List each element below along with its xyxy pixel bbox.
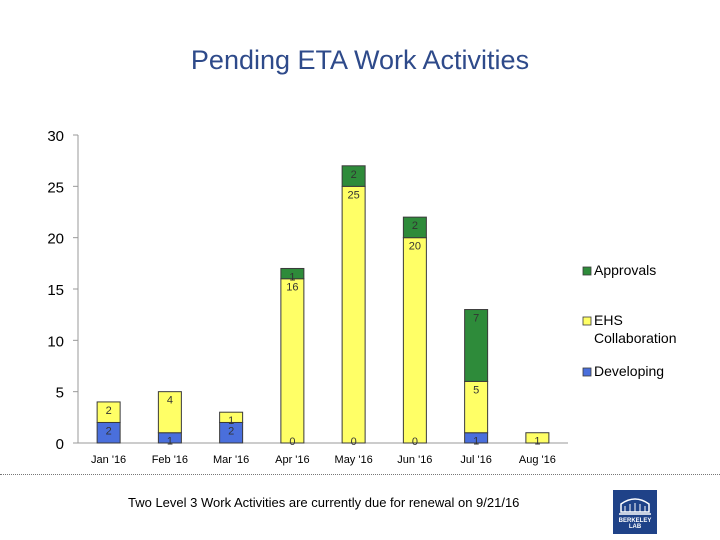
bar-value-label: 2 (106, 425, 112, 437)
y-tick-label: 5 (56, 385, 64, 402)
bar-value-label: 25 (348, 189, 360, 201)
bar-segment (96, 401, 121, 423)
bar-value-label: 0 (289, 436, 295, 448)
chart-legend: Approvals EHS Collaboration Developing (582, 262, 677, 379)
bar-value-label: 0 (351, 436, 357, 448)
bar-value-label: 1 (167, 436, 173, 448)
building-icon (619, 498, 651, 515)
bar-value-label: 1 (289, 271, 295, 283)
bar-value-label: 1 (534, 436, 540, 448)
x-tick-label: Jan '16 (91, 454, 126, 466)
bar-segment (157, 391, 182, 434)
bar-segment (341, 165, 366, 187)
x-tick-label: Feb '16 (152, 454, 188, 466)
bar-value-label: 2 (351, 169, 357, 181)
x-tick-label: Apr '16 (275, 454, 310, 466)
bar-value-label: 1 (228, 415, 234, 427)
logo-text: BERKELEY LAB (618, 518, 652, 530)
x-tick-label: Jun '16 (397, 454, 432, 466)
bar-value-label: 16 (286, 282, 298, 294)
bar-value-label: 1 (473, 436, 479, 448)
x-tick-label: Jul '16 (460, 454, 491, 466)
bar-value-label: 5 (473, 384, 479, 396)
bar-value-label: 7 (473, 313, 479, 325)
footer-divider (0, 474, 720, 475)
bar-value-label: 2 (228, 425, 234, 437)
bar-segment (402, 216, 427, 239)
bar-segment (341, 185, 366, 444)
legend-label: Developing (594, 363, 664, 379)
legend-swatch (582, 367, 592, 377)
legend-label: EHS Collaboration (594, 312, 677, 346)
berkeley-lab-logo: BERKELEY LAB (613, 490, 657, 534)
y-tick-label: 10 (47, 333, 64, 350)
bar-segment (280, 267, 305, 280)
x-tick-label: Aug '16 (519, 454, 556, 466)
bar-segment (219, 411, 244, 423)
x-tick-label: May '16 (335, 454, 373, 466)
bar-value-label: 2 (412, 220, 418, 232)
footnote: Two Level 3 Work Activities are currentl… (128, 495, 520, 510)
slide-title: Pending ETA Work Activities (190, 45, 530, 75)
chart-bars (96, 165, 550, 444)
bar-value-label: 0 (412, 436, 418, 448)
y-tick-label: 30 (47, 128, 64, 145)
bar-value-label: 4 (167, 395, 173, 407)
bar-value-label: 2 (106, 405, 112, 417)
x-tick-label: Mar '16 (213, 454, 249, 466)
bar-segment (464, 309, 489, 382)
y-tick-label: 25 (47, 179, 64, 196)
y-tick-label: 0 (56, 436, 64, 453)
legend-swatch (582, 266, 592, 276)
y-tick-label: 20 (47, 231, 64, 248)
bar-value-label: 20 (409, 241, 421, 253)
y-tick-label: 15 (47, 282, 64, 299)
legend-swatch (582, 316, 592, 326)
legend-label: Approvals (594, 262, 656, 278)
bar-segment (280, 278, 305, 444)
bar-segment (402, 237, 427, 444)
bar-segment (525, 432, 550, 444)
